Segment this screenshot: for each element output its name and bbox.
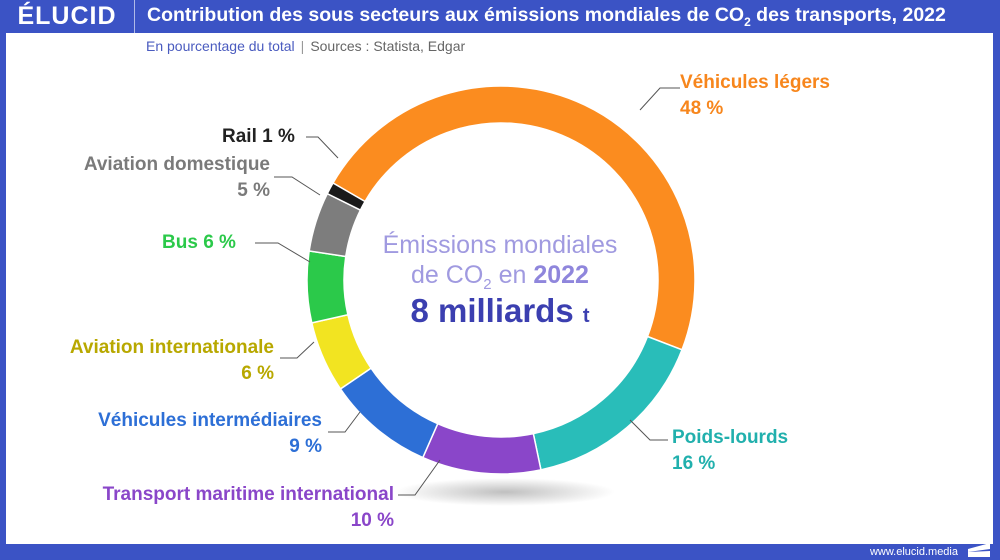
leader-line: [280, 341, 315, 359]
footer-url[interactable]: www.elucid.media: [869, 546, 958, 558]
slice-name: Bus: [162, 232, 198, 253]
center-total: 8 milliards t: [410, 292, 590, 329]
slice-bus: [306, 250, 349, 324]
label-1: Poids-lourds 16 %: [672, 425, 788, 477]
slice-véhicules-intermédiaires: [339, 367, 439, 459]
leader-line: [274, 176, 321, 196]
chart-subtitle: En pourcentage du total | Sources : Statis…: [146, 38, 466, 54]
leader-line: [328, 411, 361, 433]
sources: Sources : Statista, Edgar: [310, 38, 466, 54]
slice-value: 16 %: [672, 453, 716, 474]
slice-value: 10 %: [350, 510, 394, 531]
slice-value: 6 %: [203, 232, 236, 253]
slice-value: 9 %: [289, 436, 322, 457]
slice-name: Poids-lourds: [672, 427, 789, 448]
slice-value: 6 %: [241, 363, 274, 384]
slice-value: 5 %: [237, 180, 270, 201]
slice-name: Transport maritime international: [102, 484, 394, 505]
leader-line: [306, 136, 339, 159]
leader-line: [255, 242, 311, 263]
label-2: Transport maritime international 10 %: [54, 482, 394, 534]
leader-line: [639, 87, 680, 111]
leader-line: [629, 419, 668, 441]
slice-value: 48 %: [680, 98, 724, 119]
label-4: Aviation internationale 6 %: [36, 335, 274, 387]
logo: ÉLUCID: [0, 0, 135, 33]
label-6: Aviation domestique 5 %: [50, 152, 270, 204]
chart-title: Contribution des sous secteurs aux émiss…: [147, 4, 946, 29]
slice-name: Véhicules intermédiaires: [98, 410, 322, 431]
leader-line: [398, 459, 441, 496]
slice-véhicules-légers: [331, 85, 696, 351]
label-0: Véhicules légers 48 %: [680, 70, 830, 122]
slice-transport-maritime-international: [421, 422, 542, 475]
label-5: Bus 6 %: [162, 230, 236, 256]
center-text: Émissions mondiales de CO2 en 2022: [382, 231, 618, 293]
shadow: [395, 478, 615, 506]
slice-value: 1 %: [262, 126, 295, 147]
slice-name: Aviation domestique: [83, 154, 270, 175]
slice-name: Aviation internationale: [69, 337, 274, 358]
slice-rail: [326, 181, 367, 212]
label-7: Rail 1 %: [222, 124, 295, 150]
slice-name: Rail: [222, 126, 257, 147]
slice-poids-lourds: [532, 335, 683, 471]
slice-name: Véhicules légers: [680, 72, 830, 93]
elucid-flag-icon: [968, 543, 990, 557]
label-3: Véhicules intermédiaires 9 %: [60, 408, 322, 460]
header-bar: ÉLUCID Contribution des sous secteurs au…: [0, 0, 1000, 33]
